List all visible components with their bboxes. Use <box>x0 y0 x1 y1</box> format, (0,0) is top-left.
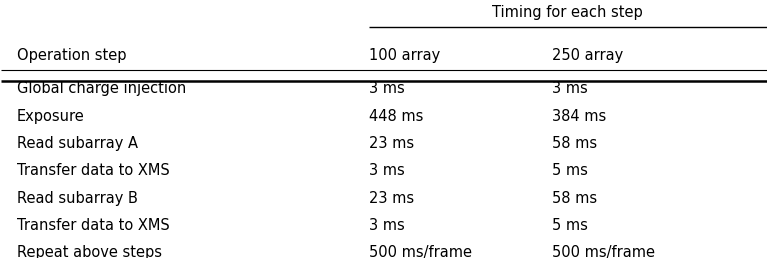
Text: 500 ms/frame: 500 ms/frame <box>369 245 472 258</box>
Text: 100 array: 100 array <box>369 48 440 63</box>
Text: 23 ms: 23 ms <box>369 190 414 206</box>
Text: 250 array: 250 array <box>552 48 624 63</box>
Text: 5 ms: 5 ms <box>552 218 588 233</box>
Text: 448 ms: 448 ms <box>369 109 423 124</box>
Text: 23 ms: 23 ms <box>369 136 414 151</box>
Text: 3 ms: 3 ms <box>369 163 405 178</box>
Text: Global charge injection: Global charge injection <box>17 81 186 96</box>
Text: Read subarray B: Read subarray B <box>17 190 137 206</box>
Text: Exposure: Exposure <box>17 109 84 124</box>
Text: Transfer data to XMS: Transfer data to XMS <box>17 163 170 178</box>
Text: 58 ms: 58 ms <box>552 190 598 206</box>
Text: 5 ms: 5 ms <box>552 163 588 178</box>
Text: 384 ms: 384 ms <box>552 109 607 124</box>
Text: Transfer data to XMS: Transfer data to XMS <box>17 218 170 233</box>
Text: 58 ms: 58 ms <box>552 136 598 151</box>
Text: Timing for each step: Timing for each step <box>492 5 643 20</box>
Text: 3 ms: 3 ms <box>369 81 405 96</box>
Text: Operation step: Operation step <box>17 48 126 63</box>
Text: 3 ms: 3 ms <box>369 218 405 233</box>
Text: 500 ms/frame: 500 ms/frame <box>552 245 655 258</box>
Text: 3 ms: 3 ms <box>552 81 588 96</box>
Text: Read subarray A: Read subarray A <box>17 136 137 151</box>
Text: Repeat above steps: Repeat above steps <box>17 245 162 258</box>
